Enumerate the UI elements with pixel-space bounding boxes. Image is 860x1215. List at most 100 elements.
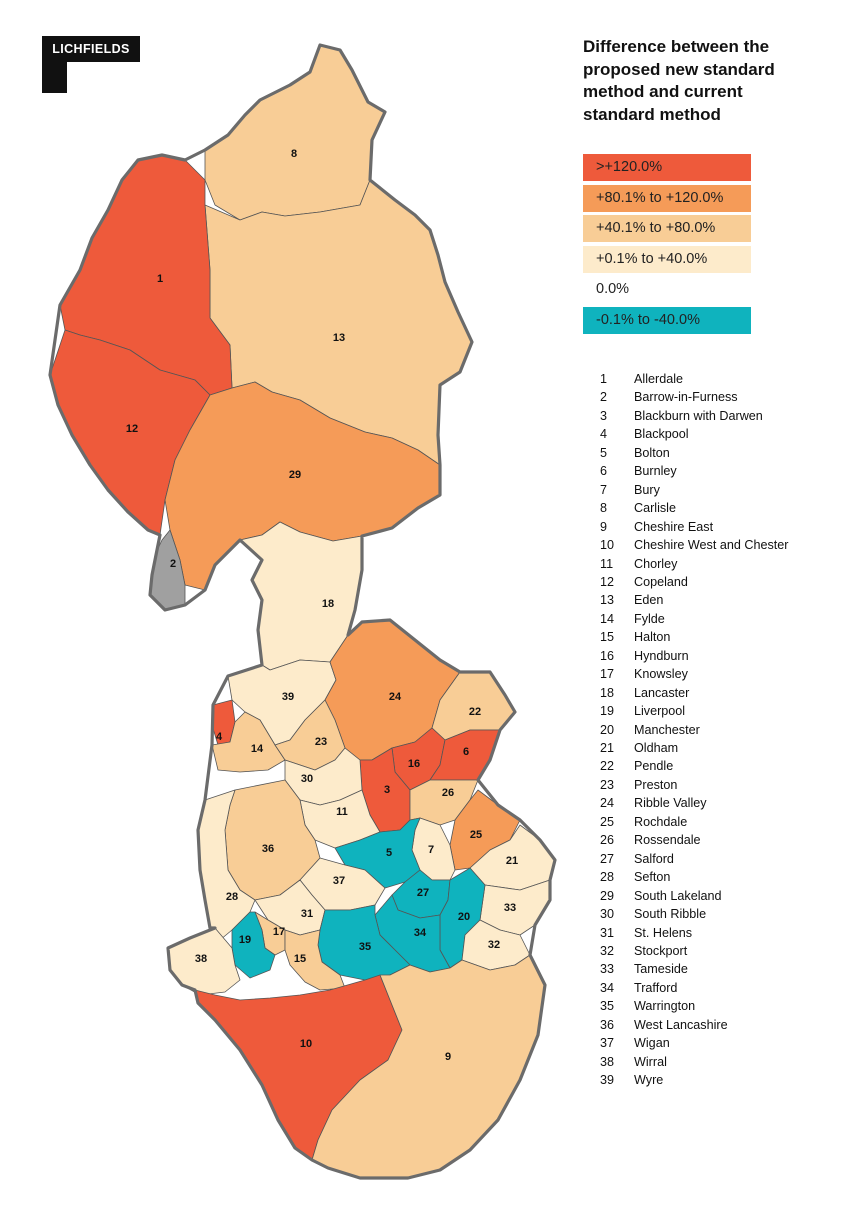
key-number: 20 <box>600 722 615 737</box>
area-label: 19 <box>239 934 251 946</box>
key-area-name: Fylde <box>634 611 665 626</box>
key-number: 26 <box>600 833 615 848</box>
key-area-name: Wirral <box>634 1054 667 1069</box>
area-label: 30 <box>301 773 313 785</box>
key-number: 36 <box>600 1017 615 1032</box>
area-label: 37 <box>333 875 345 887</box>
key-number: 6 <box>600 464 608 479</box>
key-area-name: Pendle <box>634 759 674 774</box>
legend-title: Difference between the proposed new stan… <box>583 37 775 124</box>
area-label: 32 <box>488 939 500 951</box>
area-label: 14 <box>251 743 264 755</box>
area-label: 28 <box>226 891 238 903</box>
legend-swatch: +80.1% to +120.0% <box>583 184 751 212</box>
legend-swatch: +40.1% to +80.0% <box>583 215 751 242</box>
key-number: 21 <box>600 741 615 755</box>
key-number: 18 <box>600 685 615 700</box>
key-number: 35 <box>600 999 615 1014</box>
key-number: 16 <box>600 648 615 663</box>
key-number: 11 <box>600 556 614 571</box>
key-area-name: Barrow-in-Furness <box>634 390 738 405</box>
map-regions <box>49 44 556 1179</box>
legend-swatch: 0.0% <box>583 276 751 303</box>
key-area-name: Trafford <box>634 980 678 995</box>
key-number: 32 <box>600 943 615 958</box>
key-number: 31 <box>600 925 615 940</box>
key-area-name: Wyre <box>634 1073 664 1088</box>
area-label: 4 <box>216 731 223 743</box>
area-label: 26 <box>442 787 454 799</box>
key-area-name: Halton <box>634 630 671 645</box>
area-label: 18 <box>322 598 334 610</box>
key-area-name: Preston <box>634 777 678 792</box>
key-area-name: Sefton <box>634 870 671 885</box>
key-area-name: Burnley <box>634 464 677 479</box>
area-label: 39 <box>282 691 294 703</box>
area-label: 10 <box>300 1038 312 1050</box>
key-area-name: Hyndburn <box>634 648 689 663</box>
area-label: 27 <box>417 887 429 899</box>
key-number: 30 <box>600 907 615 922</box>
key-area-name: Rochdale <box>634 814 688 829</box>
key-area-name: Bury <box>634 482 660 497</box>
key-number: 7 <box>600 482 608 497</box>
area-label: 24 <box>389 691 402 703</box>
key-number: 15 <box>600 630 615 645</box>
key-number: 24 <box>600 796 615 811</box>
key-number: 3 <box>600 408 608 423</box>
key-area-name: Ribble Valley <box>634 796 707 811</box>
key-number: 8 <box>600 501 608 516</box>
key-number: 19 <box>600 704 615 719</box>
key-area-name: South Lakeland <box>634 888 722 903</box>
key-area-name: Tameside <box>634 962 688 977</box>
key-area-name: West Lancashire <box>634 1017 728 1032</box>
legend-swatch: -0.1% to -40.0% <box>583 306 751 334</box>
key-number: 28 <box>600 870 615 885</box>
area-15 <box>284 929 346 991</box>
area-label: 11 <box>336 806 348 818</box>
area-label: 23 <box>315 736 327 748</box>
key-number: 37 <box>600 1036 615 1051</box>
key-number: 2 <box>600 390 608 405</box>
key-number: 22 <box>600 759 615 774</box>
area-label: 20 <box>458 911 470 923</box>
area-label: 13 <box>333 332 345 344</box>
key-area-name: Carlisle <box>634 501 676 516</box>
legend-swatch: >+120.0% <box>583 154 751 181</box>
key-number: 5 <box>600 445 608 460</box>
area-label: 25 <box>470 829 482 841</box>
key-number: 9 <box>600 519 608 534</box>
key-area-name: Warrington <box>634 999 696 1014</box>
key-area-name: Salford <box>634 851 674 866</box>
key-area-name: Stockport <box>634 943 688 958</box>
key-number: 14 <box>600 611 615 626</box>
key-area-name: Oldham <box>634 741 679 755</box>
key-area-name: Manchester <box>634 722 700 737</box>
key-area-name: St. Helens <box>634 925 693 940</box>
key-area-name: Allerdale <box>634 372 684 386</box>
area-label: 35 <box>359 941 371 953</box>
key-number: 4 <box>600 427 608 442</box>
area-label: 17 <box>273 926 285 938</box>
key-number: 13 <box>600 593 615 608</box>
key-area-name: South Ribble <box>634 907 707 922</box>
key-number: 27 <box>600 851 615 866</box>
key-number: 17 <box>600 667 615 682</box>
key-number: 29 <box>600 888 615 903</box>
key-area-name: Eden <box>634 593 664 608</box>
key-area-name: Rossendale <box>634 833 701 848</box>
key-area-name: Knowsley <box>634 667 688 682</box>
key-area-name: Cheshire West and Chester <box>634 538 789 553</box>
area-label: 16 <box>408 758 420 770</box>
area-label: 38 <box>195 953 207 965</box>
key-area-name: Chorley <box>634 556 678 571</box>
key-area-name: Blackburn with Darwen <box>634 408 763 423</box>
area-label: 8 <box>291 148 297 160</box>
area-label: 7 <box>428 844 434 856</box>
key-number: 25 <box>600 814 615 829</box>
area-label: 22 <box>469 706 481 718</box>
area-label: 9 <box>445 1051 451 1063</box>
key-number: 10 <box>600 538 615 553</box>
area-label: 15 <box>294 953 306 965</box>
